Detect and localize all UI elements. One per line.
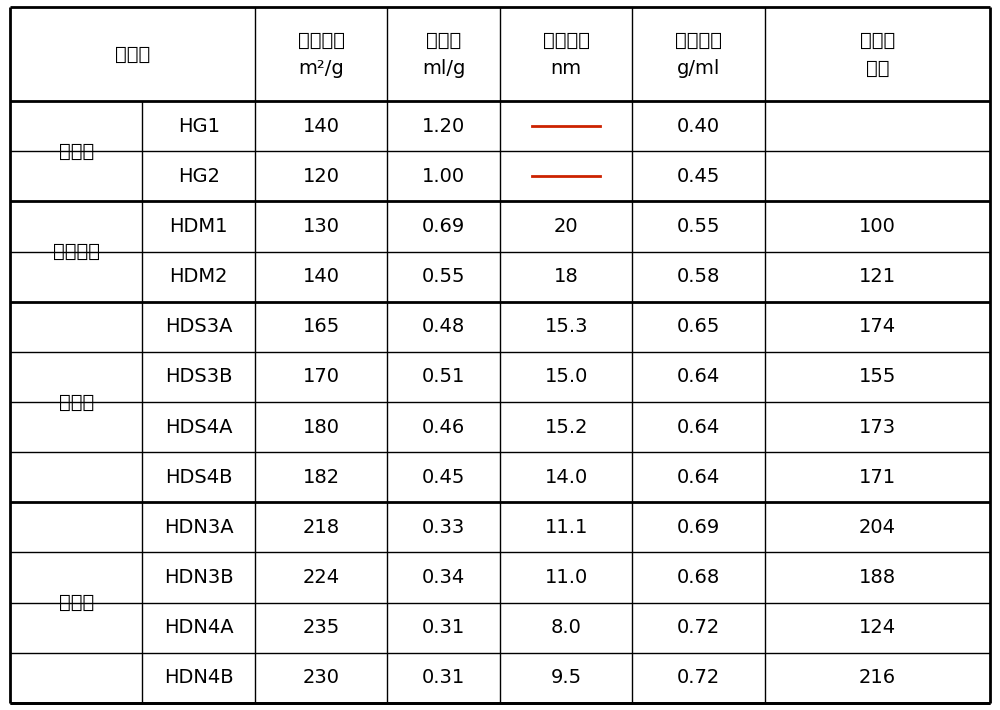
- Text: 130: 130: [303, 217, 340, 236]
- Text: 0.51: 0.51: [422, 368, 465, 386]
- Text: 121: 121: [859, 267, 896, 286]
- Text: 0.48: 0.48: [422, 317, 465, 337]
- Text: 0.64: 0.64: [677, 468, 720, 487]
- Text: 脱氮剂: 脱氮剂: [59, 593, 94, 612]
- Text: HDN4B: HDN4B: [164, 668, 233, 687]
- Text: 堆密度，: 堆密度，: [675, 31, 722, 50]
- Text: HDS4B: HDS4B: [165, 468, 232, 487]
- Text: 224: 224: [303, 568, 340, 587]
- Text: 0.68: 0.68: [677, 568, 720, 587]
- Text: 保护剂: 保护剂: [59, 142, 94, 160]
- Text: 催化剂: 催化剂: [860, 31, 895, 50]
- Text: 155: 155: [859, 368, 896, 386]
- Text: 218: 218: [303, 518, 340, 537]
- Text: g/ml: g/ml: [677, 59, 720, 77]
- Text: 18: 18: [554, 267, 579, 286]
- Text: 230: 230: [303, 668, 340, 687]
- Text: 173: 173: [859, 417, 896, 437]
- Text: 0.72: 0.72: [677, 618, 720, 637]
- Text: 9.5: 9.5: [551, 668, 582, 687]
- Text: nm: nm: [551, 59, 582, 77]
- Text: 235: 235: [303, 618, 340, 637]
- Text: 0.58: 0.58: [677, 267, 720, 286]
- Text: HDN4A: HDN4A: [164, 618, 233, 637]
- Text: 140: 140: [303, 116, 340, 136]
- Text: 0.55: 0.55: [677, 217, 720, 236]
- Text: 170: 170: [303, 368, 340, 386]
- Text: 孔容，: 孔容，: [426, 31, 461, 50]
- Text: 0.69: 0.69: [422, 217, 465, 236]
- Text: 脱硫剂: 脱硫剂: [59, 393, 94, 412]
- Text: HDS4A: HDS4A: [165, 417, 232, 437]
- Text: 0.33: 0.33: [422, 518, 465, 537]
- Text: 催化剂: 催化剂: [115, 45, 150, 64]
- Text: ml/g: ml/g: [422, 59, 465, 77]
- Text: 1.00: 1.00: [422, 167, 465, 186]
- Text: 0.34: 0.34: [422, 568, 465, 587]
- Text: 0.65: 0.65: [677, 317, 720, 337]
- Text: 11.1: 11.1: [544, 518, 588, 537]
- Text: 比表面，: 比表面，: [298, 31, 345, 50]
- Text: 171: 171: [859, 468, 896, 487]
- Text: HDN3B: HDN3B: [164, 568, 233, 587]
- Text: 140: 140: [303, 267, 340, 286]
- Text: HDM1: HDM1: [169, 217, 228, 236]
- Text: HDN3A: HDN3A: [164, 518, 233, 537]
- Text: 165: 165: [303, 317, 340, 337]
- Text: 100: 100: [859, 217, 896, 236]
- Text: 0.72: 0.72: [677, 668, 720, 687]
- Text: 0.64: 0.64: [677, 368, 720, 386]
- Text: 182: 182: [303, 468, 340, 487]
- Text: HDS3B: HDS3B: [165, 368, 232, 386]
- Text: 20: 20: [554, 217, 578, 236]
- Text: HDS3A: HDS3A: [165, 317, 232, 337]
- Text: 120: 120: [303, 167, 340, 186]
- Text: 124: 124: [859, 618, 896, 637]
- Text: 204: 204: [859, 518, 896, 537]
- Text: 0.46: 0.46: [422, 417, 465, 437]
- Text: HG1: HG1: [178, 116, 220, 136]
- Text: 180: 180: [303, 417, 340, 437]
- Text: 11.0: 11.0: [545, 568, 588, 587]
- Text: 15.3: 15.3: [544, 317, 588, 337]
- Text: 8.0: 8.0: [551, 618, 582, 637]
- Text: 0.45: 0.45: [422, 468, 465, 487]
- Text: 15.0: 15.0: [544, 368, 588, 386]
- Text: m²/g: m²/g: [298, 59, 344, 77]
- Text: 216: 216: [859, 668, 896, 687]
- Text: HDM2: HDM2: [169, 267, 228, 286]
- Text: 0.31: 0.31: [422, 668, 465, 687]
- Text: 0.69: 0.69: [677, 518, 720, 537]
- Text: 174: 174: [859, 317, 896, 337]
- Text: HG2: HG2: [178, 167, 220, 186]
- Text: 1.20: 1.20: [422, 116, 465, 136]
- Text: 0.64: 0.64: [677, 417, 720, 437]
- Text: 14.0: 14.0: [545, 468, 588, 487]
- Text: 0.40: 0.40: [677, 116, 720, 136]
- Text: 0.31: 0.31: [422, 618, 465, 637]
- Text: 活性: 活性: [866, 59, 889, 77]
- Text: 15.2: 15.2: [544, 417, 588, 437]
- Text: 可几孔径: 可几孔径: [543, 31, 590, 50]
- Text: 脱金属剂: 脱金属剂: [53, 242, 100, 261]
- Text: 188: 188: [859, 568, 896, 587]
- Text: 0.55: 0.55: [422, 267, 465, 286]
- Text: 0.45: 0.45: [677, 167, 720, 186]
